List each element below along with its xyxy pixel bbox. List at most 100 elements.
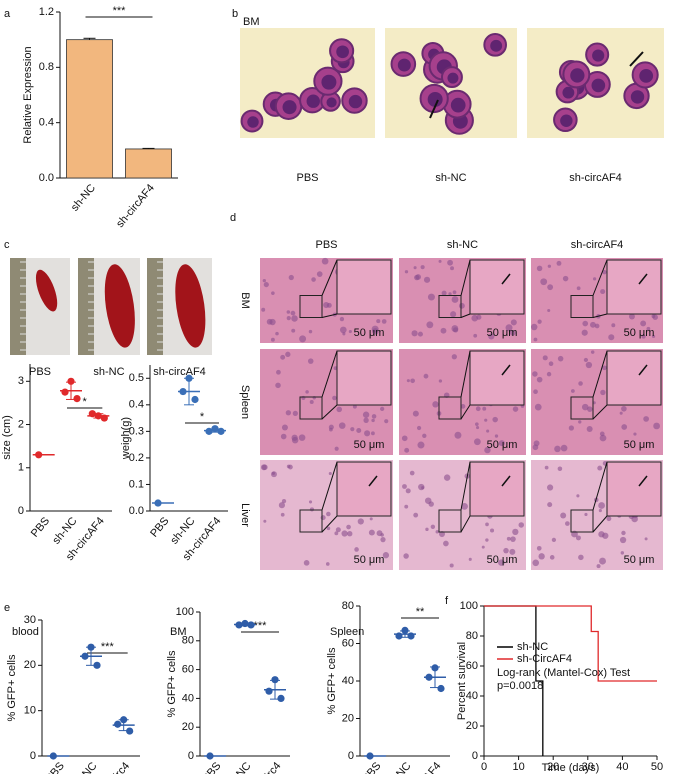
tissue-speck [423,276,431,283]
zoom-box [438,509,462,533]
tissue-speck [413,512,419,518]
tissue-speck [417,441,425,449]
tissue-speck [476,426,480,430]
nucleus [397,58,411,72]
tissue-speck [598,509,602,513]
tissue-speck [506,536,511,541]
zoom-link [592,350,608,398]
tissue-speck [402,484,407,489]
y-tick-label: 0.2 [129,452,144,464]
panel-letter: c [4,239,10,251]
y-tick-label: 0.0 [129,505,144,517]
x-tick-label: sh-NC [70,760,99,774]
axis [199,612,290,757]
data-point [114,720,122,728]
tissue-speck [380,537,386,543]
nucleus [560,114,573,127]
scale-label: 50 μm [354,327,385,339]
zoom-box [438,396,462,420]
y-tick-label: 1.2 [39,6,54,18]
tissue-speck [652,314,658,320]
tissue-speck [606,516,612,522]
tissue-speck [286,316,291,321]
tissue-speck [341,530,348,537]
zoom-inset [469,259,525,315]
tissue-speck [583,357,589,363]
tissue-speck [286,310,291,314]
y-tick-label: 0 [472,750,478,762]
tissue-speck [347,531,353,537]
tissue-speck [608,334,615,341]
zoom-link [460,461,471,511]
zoom-link [460,350,471,398]
tissue-speck [461,502,468,510]
data-point [93,661,101,669]
zoom-box [570,396,594,420]
tissue-speck [299,335,307,343]
tissue-speck [275,382,281,389]
tissue-speck [544,465,549,470]
tissue-speck [578,554,584,561]
ruler [147,258,163,355]
x-tick-label: sh-NC [69,182,98,214]
y-tick-label: 0 [18,505,24,517]
scale-label: 50 μm [487,554,518,566]
zoom-link [321,313,338,318]
tissue-speck [546,484,554,491]
tissue-speck [280,433,287,440]
tissue-speck [280,354,286,360]
tissue-speck [533,389,538,395]
tissue-speck [405,488,411,494]
tissue-speck [599,557,606,565]
tissue-speck [435,530,439,534]
tissue-speck [320,515,326,521]
tissue-speck [308,500,313,504]
tissue-speck [413,266,417,270]
y-tick-label: 1 [18,462,24,474]
tissue-speck [536,545,542,551]
tissue-speck [348,329,352,334]
nucleus [490,39,503,52]
tissue-speck [576,286,581,291]
tissue-speck [458,302,465,309]
scale-label: 50 μm [354,439,385,451]
tissue-speck [410,378,415,384]
column-label: sh-NC [447,239,478,251]
x-tick-label: PBS [200,760,223,774]
micrograph-label: PBS [296,172,318,184]
x-tick-label: 30 [582,761,594,773]
zoom-box [438,295,462,318]
tissue-speck [432,401,439,408]
tissue-speck [600,289,606,295]
tissue-speck [646,326,651,331]
zoom-box [299,295,323,318]
spleen [175,264,206,348]
tissue-speck [328,471,332,476]
tissue-speck [643,416,649,422]
zoom-link [321,515,338,533]
nucleus [247,116,259,128]
tissue-speck [309,507,315,512]
tissue-speck [271,291,275,295]
chart-title: Spleen [330,626,364,638]
tissue-speck [485,522,489,527]
row-label: Spleen [239,385,251,419]
scale-label: 50 μm [624,439,655,451]
y-tick-label: 60 [466,660,478,672]
tissue-speck [587,406,593,412]
tissue-speck [430,524,436,530]
tissue-speck [438,531,445,538]
tissue-speck [291,315,298,322]
tissue-speck [362,411,370,418]
panel-letter: b [232,8,238,20]
tissue-speck [411,330,418,337]
nucleus [427,91,443,107]
tissue-speck [509,548,516,555]
panel-letter: f [445,595,449,607]
data-point [205,427,213,435]
tissue-speck [339,326,347,334]
tissue-speck [602,365,607,371]
tissue-speck [346,524,351,530]
tissue-speck [570,389,575,393]
tissue-speck [329,427,333,432]
